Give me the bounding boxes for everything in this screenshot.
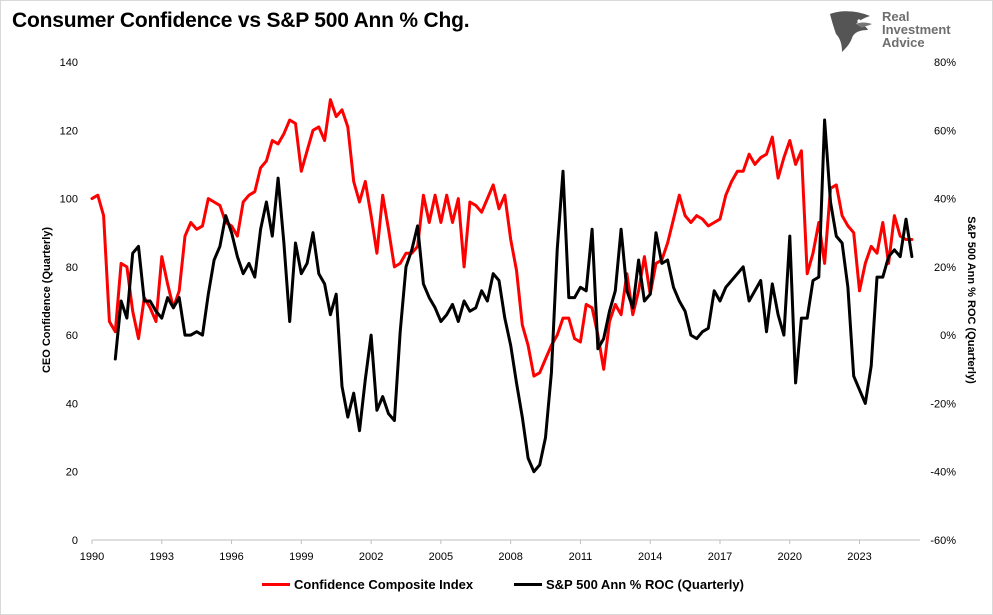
legend-label-confidence: Confidence Composite Index xyxy=(294,577,474,592)
y2-tick-label: 40% xyxy=(934,194,956,206)
logo-line-2: Investment xyxy=(882,22,951,37)
y-tick-label: 60 xyxy=(66,330,78,342)
chart-title: Consumer Confidence vs S&P 500 Ann % Chg… xyxy=(12,9,470,32)
left-axis-ticks: 0 20 40 60 80 100 120 140 xyxy=(60,57,78,547)
x-tick-label: 2008 xyxy=(498,551,522,563)
logo-line-3: Advice xyxy=(882,35,925,50)
x-tick-label: 1996 xyxy=(219,551,243,563)
y2-tick-label: 80% xyxy=(934,57,956,69)
x-tick-label: 2005 xyxy=(429,551,453,563)
right-axis-ticks: -60% -40% -20% 0% 20% 40% 60% 80% xyxy=(930,57,956,547)
logo-text: Real Investment Advice xyxy=(882,10,951,49)
y-tick-label: 100 xyxy=(60,194,78,206)
legend-item-sp500: S&P 500 Ann % ROC (Quarterly) xyxy=(514,577,744,592)
legend-swatch-sp500 xyxy=(514,583,542,586)
y-tick-label: 140 xyxy=(60,57,78,69)
x-tick-label: 1993 xyxy=(150,551,174,563)
brand-logo: Real Investment Advice xyxy=(826,8,966,54)
y2-tick-label: 20% xyxy=(934,262,956,274)
legend: Confidence Composite Index S&P 500 Ann %… xyxy=(0,577,993,597)
x-tick-label: 2020 xyxy=(778,551,802,563)
y-tick-label: 120 xyxy=(60,125,78,137)
legend-item-confidence: Confidence Composite Index xyxy=(262,577,473,592)
y-tick-label: 40 xyxy=(66,398,78,410)
y-tick-label: 80 xyxy=(66,262,78,274)
x-tick-label: 1999 xyxy=(289,551,313,563)
series-line-sp500 xyxy=(113,118,914,474)
y2-tick-label: 0% xyxy=(940,330,956,342)
x-tick-label: 2002 xyxy=(359,551,383,563)
y-tick-label: 20 xyxy=(66,467,78,479)
y-axis-label: CEO Confidence (Quarterly) xyxy=(41,227,53,373)
legend-swatch-confidence xyxy=(262,583,290,586)
logo-line-1: Real xyxy=(882,9,910,24)
x-tick-label: 1990 xyxy=(80,551,104,563)
x-tick-label: 2023 xyxy=(847,551,871,563)
y2-axis-label: S&P 500 Ann % ROC (Quarterly) xyxy=(965,216,977,384)
series-group xyxy=(90,98,914,474)
x-tick-label: 2017 xyxy=(708,551,732,563)
x-axis-ticks: 1990 1993 1996 1999 2002 2005 2008 2011 2014 2017… xyxy=(80,540,872,563)
eagle-icon xyxy=(830,11,872,52)
y2-tick-label: -20% xyxy=(930,398,956,410)
y-tick-label: 0 xyxy=(72,535,78,547)
y2-tick-label: -40% xyxy=(930,467,956,479)
legend-label-sp500: S&P 500 Ann % ROC (Quarterly) xyxy=(546,577,744,592)
x-tick-label: 2011 xyxy=(569,551,593,563)
y2-tick-label: -60% xyxy=(930,535,956,547)
y2-tick-label: 60% xyxy=(934,125,956,137)
x-tick-label: 2014 xyxy=(638,551,662,563)
